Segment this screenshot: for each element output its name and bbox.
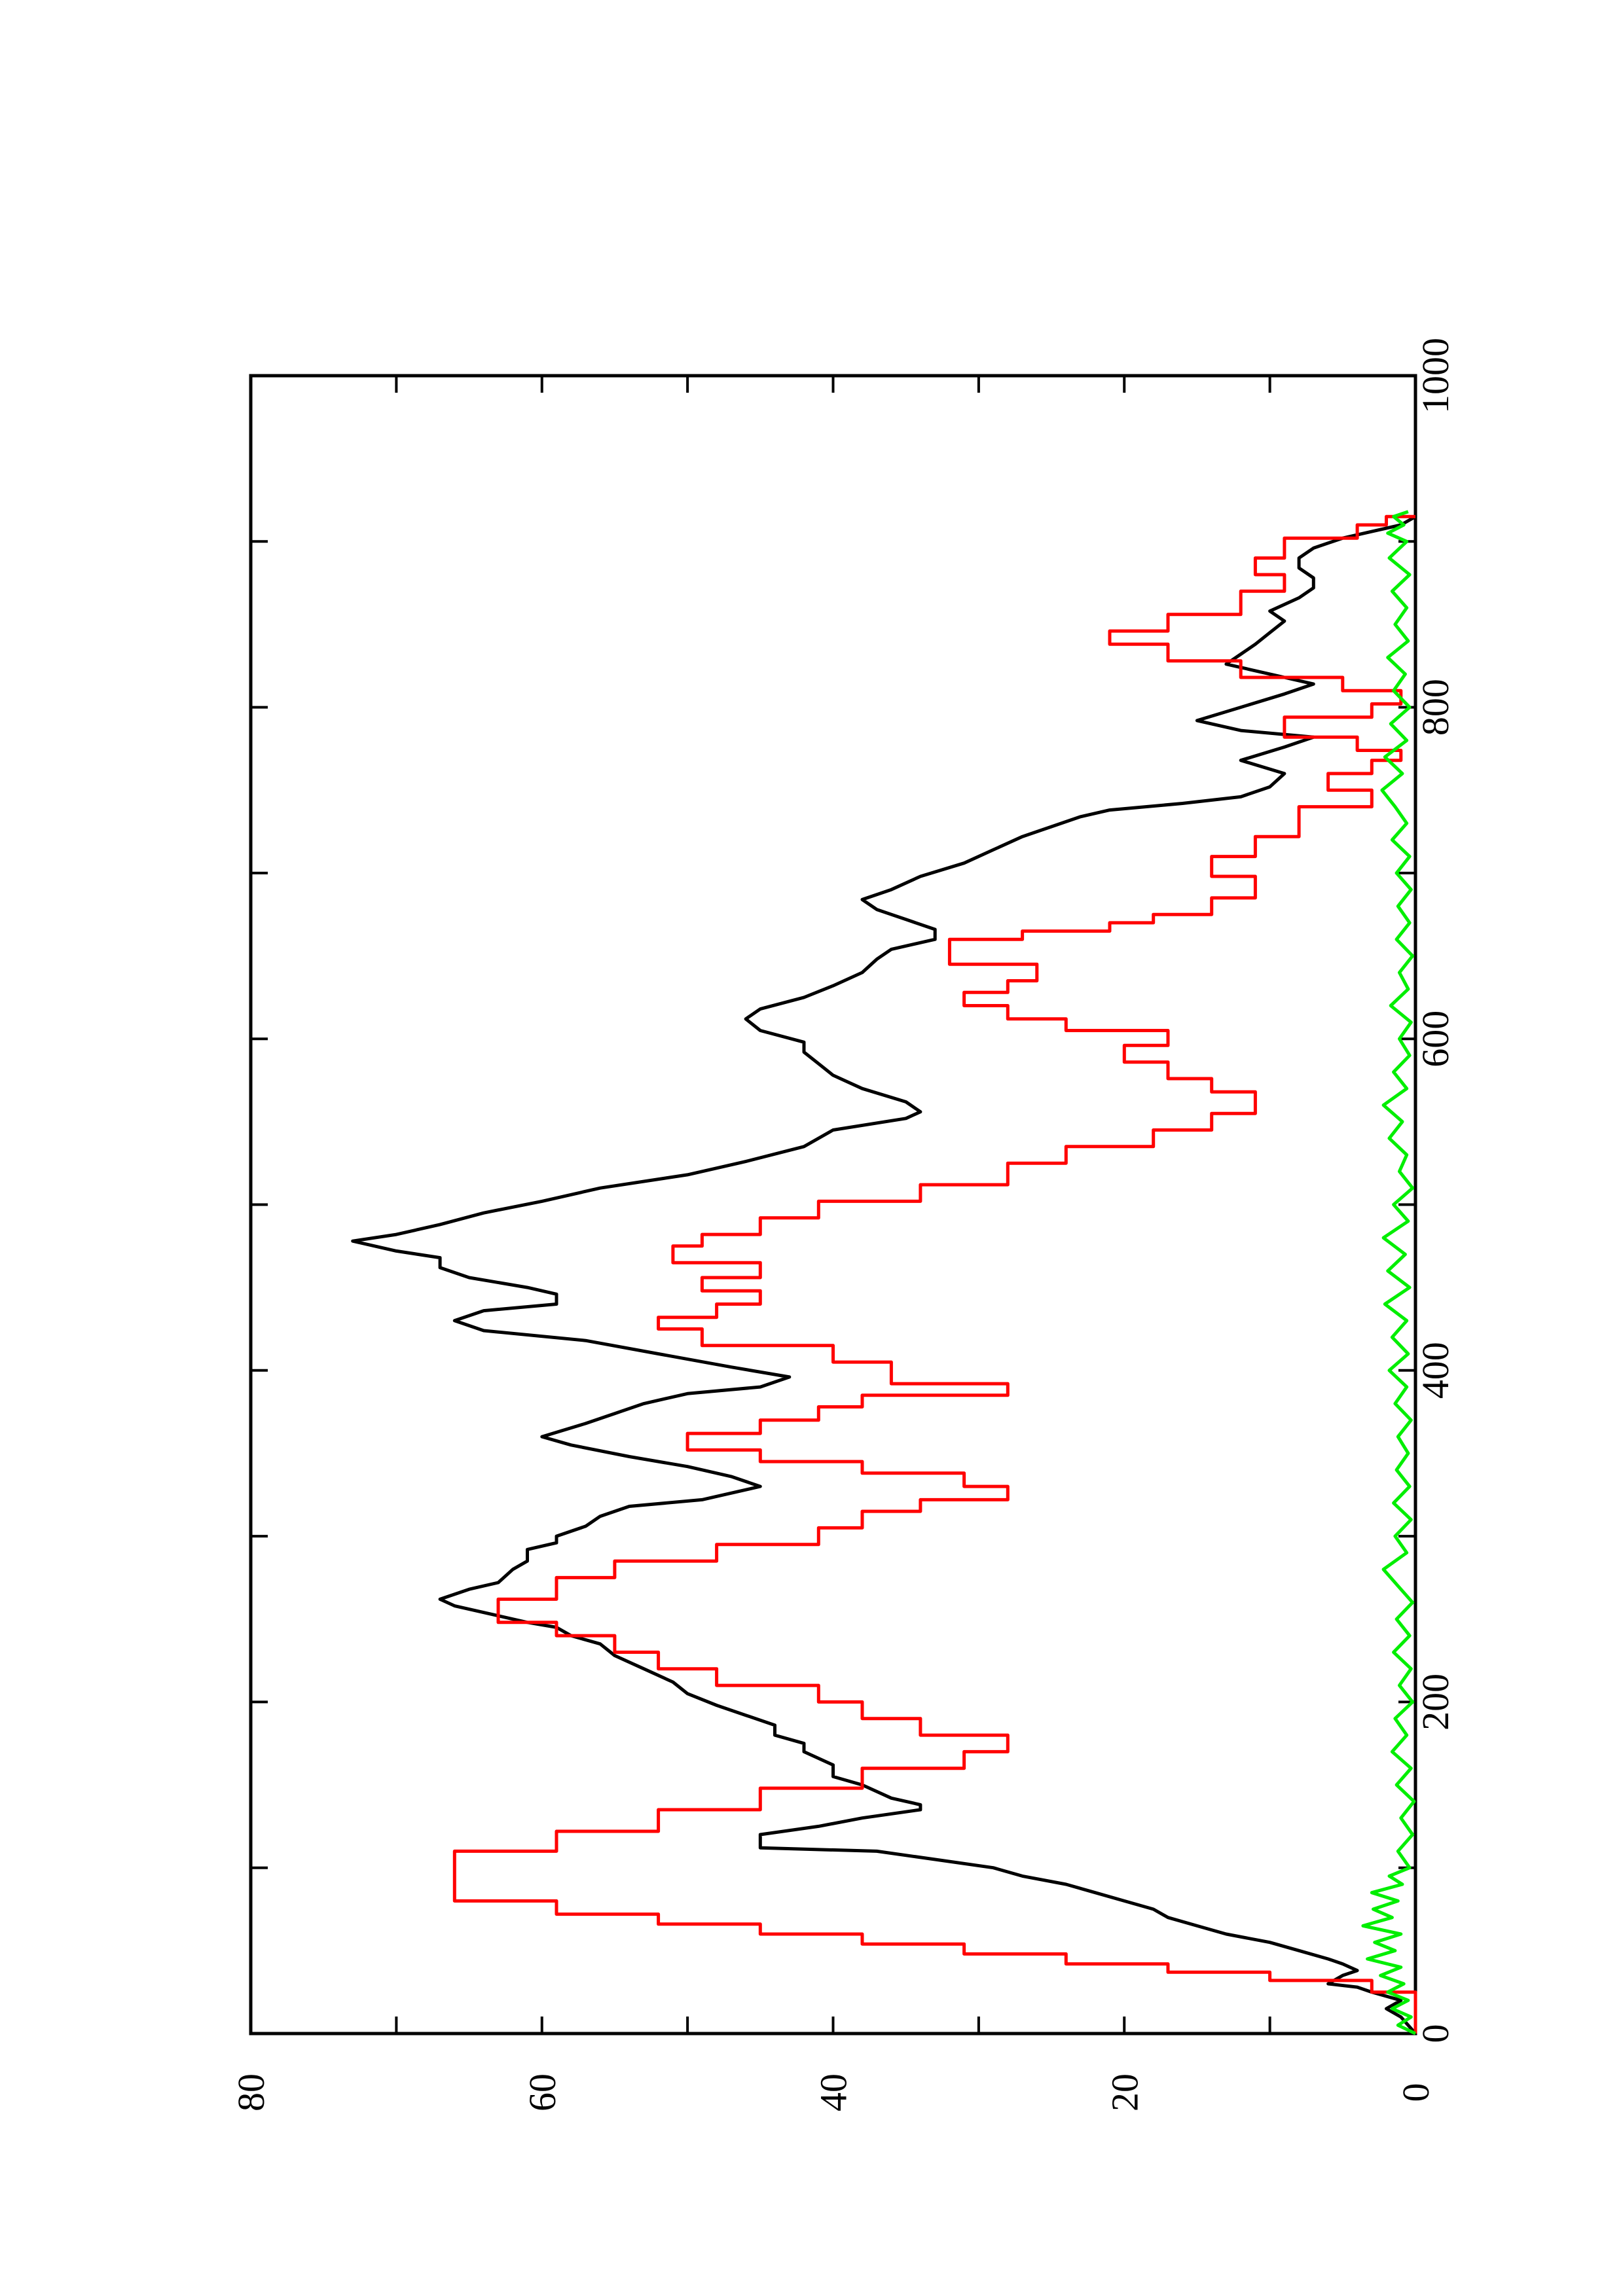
x-tick-label: 200	[1414, 1674, 1457, 1731]
series-green-noise-line	[1361, 510, 1417, 2036]
y-tick-label: 40	[812, 2073, 855, 2111]
axis-ticks	[249, 374, 1417, 2035]
y-tick-label: 20	[1103, 2073, 1146, 2111]
y-tick-label: 80	[230, 2073, 272, 2111]
y-tick-label: 0	[1395, 2083, 1437, 2102]
series-layer	[351, 510, 1417, 2036]
y-tick-label: 60	[521, 2073, 564, 2111]
x-tick-label: 400	[1414, 1342, 1457, 1399]
axis-tick-labels: 0 200 400 600 800 1000 0 20 40 60 80	[230, 338, 1457, 2111]
series-black-line	[351, 515, 1417, 2035]
x-tick-label: 0	[1414, 2024, 1457, 2043]
x-tick-label: 1000	[1414, 338, 1457, 414]
x-tick-label: 600	[1414, 1011, 1457, 1067]
series-red-step-line	[452, 514, 1417, 2034]
plot-frame	[249, 374, 1417, 2036]
x-tick-label: 800	[1414, 679, 1457, 736]
